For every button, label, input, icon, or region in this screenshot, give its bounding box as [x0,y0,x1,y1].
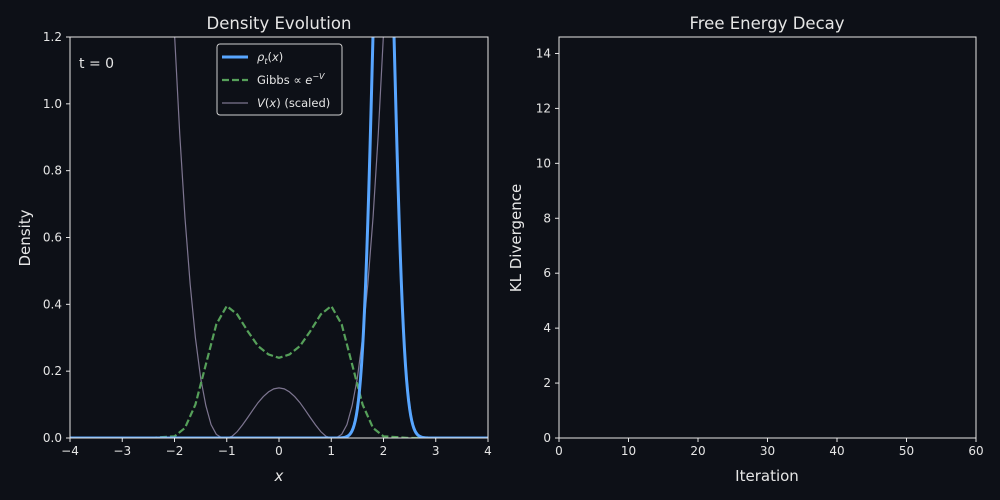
free-energy-x-ticks: 0 10 20 30 40 50 60 [555,438,984,458]
free-energy-y-tick-label: 4 [543,321,551,335]
legend-label-potential: V(x) (scaled) [257,96,330,110]
density-x-tick-label: −3 [113,444,131,458]
density-y-tick-label: 0.0 [43,431,62,445]
time-annotation: t = 0 [79,56,114,72]
free-energy-x-tick-label: 20 [690,444,705,458]
series-potential-line [174,37,384,438]
free-energy-y-axis-label: KL Divergence [507,184,525,292]
density-x-tick-label: −4 [61,444,79,458]
free-energy-y-tick-label: 12 [536,101,551,115]
free-energy-x-tick-label: 0 [555,444,563,458]
legend-box [216,43,343,116]
free-energy-x-tick-label: 10 [621,444,636,458]
density-y-tick-label: 0.2 [43,364,62,378]
free-energy-x-tick-label: 60 [968,444,983,458]
density-x-tick-label: −2 [166,444,184,458]
density-x-tick-label: 1 [327,444,335,458]
free-energy-y-tick-label: 2 [543,376,551,390]
free-energy-y-tick-label: 10 [536,156,551,170]
density-y-ticks: 0.0 0.2 0.4 0.6 0.8 1.0 1.2 [43,30,70,445]
free-energy-x-tick-label: 30 [760,444,775,458]
series-rho-line [70,37,488,438]
free-energy-chart: Free Energy Decay 0 2 4 6 8 10 12 14 0 10 20 30 40 5… [507,14,984,485]
density-y-axis-label: Density [16,209,34,266]
legend: ρt(x) Gibbs ∝ e−V V(x) (scaled) [216,43,343,116]
series-gibbs-line [70,304,488,438]
free-energy-y-tick-label: 0 [543,431,551,445]
density-y-tick-label: 0.6 [43,231,62,245]
free-energy-x-axis-label: Iteration [735,467,799,485]
legend-label-gibbs: Gibbs ∝ e−V [257,72,325,87]
density-x-axis-label: x [274,467,284,485]
density-x-ticks: −4 −3 −2 −1 0 1 2 3 4 [61,438,492,458]
density-y-tick-label: 0.4 [43,297,62,311]
density-chart-title: Density Evolution [207,14,352,33]
free-energy-chart-title: Free Energy Decay [689,14,844,33]
density-x-tick-label: 3 [432,444,440,458]
density-x-tick-label: 0 [275,444,283,458]
density-x-tick-label: 2 [380,444,388,458]
free-energy-x-tick-label: 40 [829,444,844,458]
free-energy-y-ticks: 0 2 4 6 8 10 12 14 [536,46,559,445]
density-curves [70,37,488,438]
density-y-tick-label: 0.8 [43,164,62,178]
free-energy-y-tick-label: 6 [543,266,551,280]
free-energy-x-tick-label: 50 [899,444,914,458]
density-y-tick-label: 1.0 [43,97,62,111]
density-evolution-chart: Density Evolution 0.00.20.40.60.81.01.2 … [16,14,492,485]
free-energy-y-tick-label: 14 [536,46,551,60]
density-y-tick-label: 1.2 [43,30,62,44]
density-x-tick-label: 4 [484,444,492,458]
legend-label-rho: ρt(x) [257,50,283,66]
density-x-tick-label: −1 [218,444,236,458]
free-energy-y-tick-label: 8 [543,211,551,225]
